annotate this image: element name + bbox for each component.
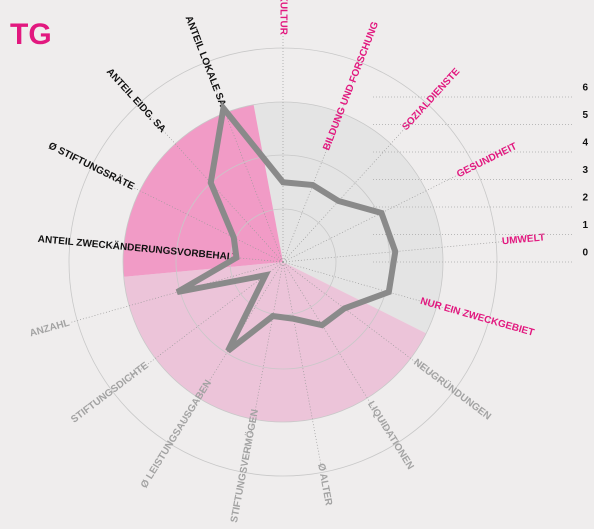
chart-title: TG xyxy=(10,18,52,51)
tick-label: 0 xyxy=(582,248,588,259)
axis-line xyxy=(282,113,418,263)
tick-label: 4 xyxy=(582,138,588,149)
axis-label: NUR EIN ZWECKGEBIET xyxy=(419,296,535,339)
axis-label: KULTUR xyxy=(277,0,288,36)
axis-line xyxy=(123,261,284,383)
axis-label: SOZIALDIENSTE xyxy=(400,66,462,133)
axis-line xyxy=(245,261,284,459)
tick-label: 1 xyxy=(582,220,588,231)
axis-line xyxy=(282,261,443,383)
axis-line xyxy=(210,75,284,263)
axis-label: GESUNDHEIT xyxy=(455,141,519,180)
axis-line xyxy=(282,261,476,318)
axis-label: Ø LEISTUNGSAUSGABEN xyxy=(139,378,214,490)
axis-line xyxy=(282,261,322,464)
axis-line xyxy=(282,241,503,263)
ring xyxy=(175,154,391,370)
axis-line xyxy=(282,261,389,433)
axis-label: STIFTUNGSVERMÖGEN xyxy=(227,408,261,523)
axis-label: NEUGRÜNDUNGEN xyxy=(411,356,494,423)
sector xyxy=(253,102,443,334)
axis-line xyxy=(69,261,284,324)
axis-label: ANTEIL EIDG. SA xyxy=(104,67,168,135)
axis-line xyxy=(282,75,356,263)
axis-label: ANTEIL LOKALE SA xyxy=(183,14,228,108)
sector xyxy=(123,262,427,423)
axis-line xyxy=(83,243,284,263)
axis-line xyxy=(282,172,463,263)
tick-label: 2 xyxy=(582,193,588,204)
axis-line xyxy=(103,172,284,263)
radar-line xyxy=(175,101,399,354)
tick-label: 6 xyxy=(582,83,588,94)
tick-label: 5 xyxy=(582,110,588,121)
axis-label: STIFTUNGSDICHTE xyxy=(69,360,151,426)
axis-label: Ø ALTER xyxy=(315,463,334,508)
tick-label: 3 xyxy=(582,165,588,176)
axis-label: ANZAHL xyxy=(28,318,71,340)
axis-label: UMWELT xyxy=(502,232,546,247)
axis-label: Ø STIFTUNGSRÄTE xyxy=(46,139,137,193)
axis-line xyxy=(148,113,284,263)
